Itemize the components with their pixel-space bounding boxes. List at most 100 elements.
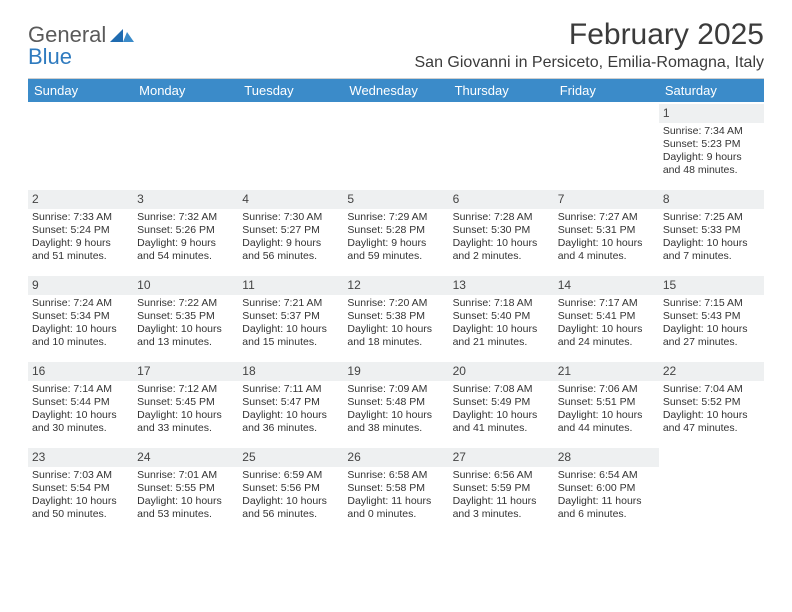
sunrise-line: Sunrise: 7:27 AM: [558, 211, 655, 224]
calendar-cell: 25Sunrise: 6:59 AMSunset: 5:56 PMDayligh…: [238, 446, 343, 532]
daylight-line: Daylight: 10 hours and 18 minutes.: [347, 323, 444, 349]
daylight-line: Daylight: 10 hours and 21 minutes.: [453, 323, 550, 349]
calendar-cell: 11Sunrise: 7:21 AMSunset: 5:37 PMDayligh…: [238, 274, 343, 360]
sunrise-line: Sunrise: 7:18 AM: [453, 297, 550, 310]
location-subtitle: San Giovanni in Persiceto, Emilia-Romagn…: [415, 54, 765, 72]
daylight-line: Daylight: 11 hours and 0 minutes.: [347, 495, 444, 521]
daylight-line: Daylight: 10 hours and 44 minutes.: [558, 409, 655, 435]
calendar-cell: 27Sunrise: 6:56 AMSunset: 5:59 PMDayligh…: [449, 446, 554, 532]
calendar-cell: 22Sunrise: 7:04 AMSunset: 5:52 PMDayligh…: [659, 360, 764, 446]
weekday-header: Saturday: [659, 79, 764, 102]
sunrise-line: Sunrise: 7:32 AM: [137, 211, 234, 224]
day-number: 22: [659, 362, 764, 381]
calendar-cell: 13Sunrise: 7:18 AMSunset: 5:40 PMDayligh…: [449, 274, 554, 360]
weekday-header: Tuesday: [238, 79, 343, 102]
calendar-cell: 10 Sunrise: 7:22 AMSunset: 5:35 PMDayligh…: [133, 274, 238, 360]
calendar-cell: 7Sunrise: 7:27 AMSunset: 5:31 PMDaylight…: [554, 188, 659, 274]
day-number: 12: [343, 276, 448, 295]
daylight-line: Daylight: 9 hours and 59 minutes.: [347, 237, 444, 263]
sunrise-line: Sunrise: 7:29 AM: [347, 211, 444, 224]
sunrise-line: Sunrise: 6:58 AM: [347, 469, 444, 482]
calendar-cell: 20Sunrise: 7:08 AMSunset: 5:49 PMDayligh…: [449, 360, 554, 446]
calendar-cell: 23Sunrise: 7:03 AMSunset: 5:54 PMDayligh…: [28, 446, 133, 532]
calendar-cell: 4Sunrise: 7:30 AMSunset: 5:27 PMDaylight…: [238, 188, 343, 274]
day-number: 19: [343, 362, 448, 381]
sunrise-line: Sunrise: 7:15 AM: [663, 297, 760, 310]
calendar-cell: 18Sunrise: 7:11 AMSunset: 5:47 PMDayligh…: [238, 360, 343, 446]
sunrise-line: Sunrise: 7:09 AM: [347, 383, 444, 396]
calendar-cell: 28Sunrise: 6:54 AMSunset: 6:00 PMDayligh…: [554, 446, 659, 532]
daylight-line: Daylight: 10 hours and 15 minutes.: [242, 323, 339, 349]
calendar-cell: 17Sunrise: 7:12 AMSunset: 5:45 PMDayligh…: [133, 360, 238, 446]
daylight-line: Daylight: 9 hours and 56 minutes.: [242, 237, 339, 263]
sunset-line: Sunset: 5:47 PM: [242, 396, 339, 409]
daylight-line: Daylight: 11 hours and 3 minutes.: [453, 495, 550, 521]
day-number: 17: [133, 362, 238, 381]
sunset-line: Sunset: 5:35 PM: [137, 310, 234, 323]
sunrise-line: Sunrise: 7:17 AM: [558, 297, 655, 310]
daylight-line: Daylight: 9 hours and 51 minutes.: [32, 237, 129, 263]
day-number: 24: [133, 448, 238, 467]
weekday-header: Monday: [133, 79, 238, 102]
sunrise-line: Sunrise: 7:20 AM: [347, 297, 444, 310]
calendar-cell-empty: [28, 102, 133, 188]
sunrise-line: Sunrise: 6:56 AM: [453, 469, 550, 482]
day-number: 21: [554, 362, 659, 381]
calendar-cell: 16Sunrise: 7:14 AMSunset: 5:44 PMDayligh…: [28, 360, 133, 446]
sunrise-line: Sunrise: 7:08 AM: [453, 383, 550, 396]
day-number: 6: [449, 190, 554, 209]
sunrise-line: Sunrise: 6:54 AM: [558, 469, 655, 482]
day-number: 8: [659, 190, 764, 209]
daylight-line: Daylight: 10 hours and 41 minutes.: [453, 409, 550, 435]
sunset-line: Sunset: 5:43 PM: [663, 310, 760, 323]
sunset-line: Sunset: 5:44 PM: [32, 396, 129, 409]
sunset-line: Sunset: 5:45 PM: [137, 396, 234, 409]
day-number: 27: [449, 448, 554, 467]
daylight-line: Daylight: 11 hours and 6 minutes.: [558, 495, 655, 521]
daylight-line: Daylight: 10 hours and 38 minutes.: [347, 409, 444, 435]
weekday-header: Wednesday: [343, 79, 448, 102]
sunrise-line: Sunrise: 7:06 AM: [558, 383, 655, 396]
sunset-line: Sunset: 5:37 PM: [242, 310, 339, 323]
day-number: 23: [28, 448, 133, 467]
day-number: 4: [238, 190, 343, 209]
daylight-line: Daylight: 10 hours and 56 minutes.: [242, 495, 339, 521]
sunrise-line: Sunrise: 7:03 AM: [32, 469, 129, 482]
calendar-cell: 8Sunrise: 7:25 AMSunset: 5:33 PMDaylight…: [659, 188, 764, 274]
sunset-line: Sunset: 6:00 PM: [558, 482, 655, 495]
page-title: February 2025: [415, 18, 765, 52]
daylight-line: Daylight: 10 hours and 2 minutes.: [453, 237, 550, 263]
day-number: 10: [133, 276, 238, 295]
sunrise-line: Sunrise: 7:12 AM: [137, 383, 234, 396]
day-number: 26: [343, 448, 448, 467]
daylight-line: Daylight: 10 hours and 47 minutes.: [663, 409, 760, 435]
weekday-header-row: SundayMondayTuesdayWednesdayThursdayFrid…: [28, 79, 764, 102]
weekday-header: Friday: [554, 79, 659, 102]
sunset-line: Sunset: 5:34 PM: [32, 310, 129, 323]
sunrise-line: Sunrise: 7:14 AM: [32, 383, 129, 396]
sunrise-line: Sunrise: 7:25 AM: [663, 211, 760, 224]
calendar-cell: 14Sunrise: 7:17 AMSunset: 5:41 PMDayligh…: [554, 274, 659, 360]
daylight-line: Daylight: 10 hours and 4 minutes.: [558, 237, 655, 263]
sunset-line: Sunset: 5:54 PM: [32, 482, 129, 495]
calendar-cell-empty: [238, 102, 343, 188]
day-number: 9: [28, 276, 133, 295]
daylight-line: Daylight: 10 hours and 13 minutes.: [137, 323, 234, 349]
calendar-cell: 21Sunrise: 7:06 AMSunset: 5:51 PMDayligh…: [554, 360, 659, 446]
daylight-line: Daylight: 10 hours and 36 minutes.: [242, 409, 339, 435]
calendar-cell: 1Sunrise: 7:34 AMSunset: 5:23 PMDaylight…: [659, 102, 764, 188]
calendar-cell-empty: [554, 102, 659, 188]
calendar-cell: 5Sunrise: 7:29 AMSunset: 5:28 PMDaylight…: [343, 188, 448, 274]
sunrise-line: Sunrise: 7:21 AM: [242, 297, 339, 310]
sunset-line: Sunset: 5:26 PM: [137, 224, 234, 237]
daylight-line: Daylight: 10 hours and 53 minutes.: [137, 495, 234, 521]
calendar-cell: 6Sunrise: 7:28 AMSunset: 5:30 PMDaylight…: [449, 188, 554, 274]
calendar-cell: 24Sunrise: 7:01 AMSunset: 5:55 PMDayligh…: [133, 446, 238, 532]
sunset-line: Sunset: 5:52 PM: [663, 396, 760, 409]
brand-logo-icon: [110, 24, 136, 46]
calendar-cell: 3Sunrise: 7:32 AMSunset: 5:26 PMDaylight…: [133, 188, 238, 274]
day-number: 1: [659, 104, 764, 123]
day-number: 3: [133, 190, 238, 209]
sunrise-line: Sunrise: 7:22 AM: [137, 297, 234, 310]
calendar-cell: 26Sunrise: 6:58 AMSunset: 5:58 PMDayligh…: [343, 446, 448, 532]
